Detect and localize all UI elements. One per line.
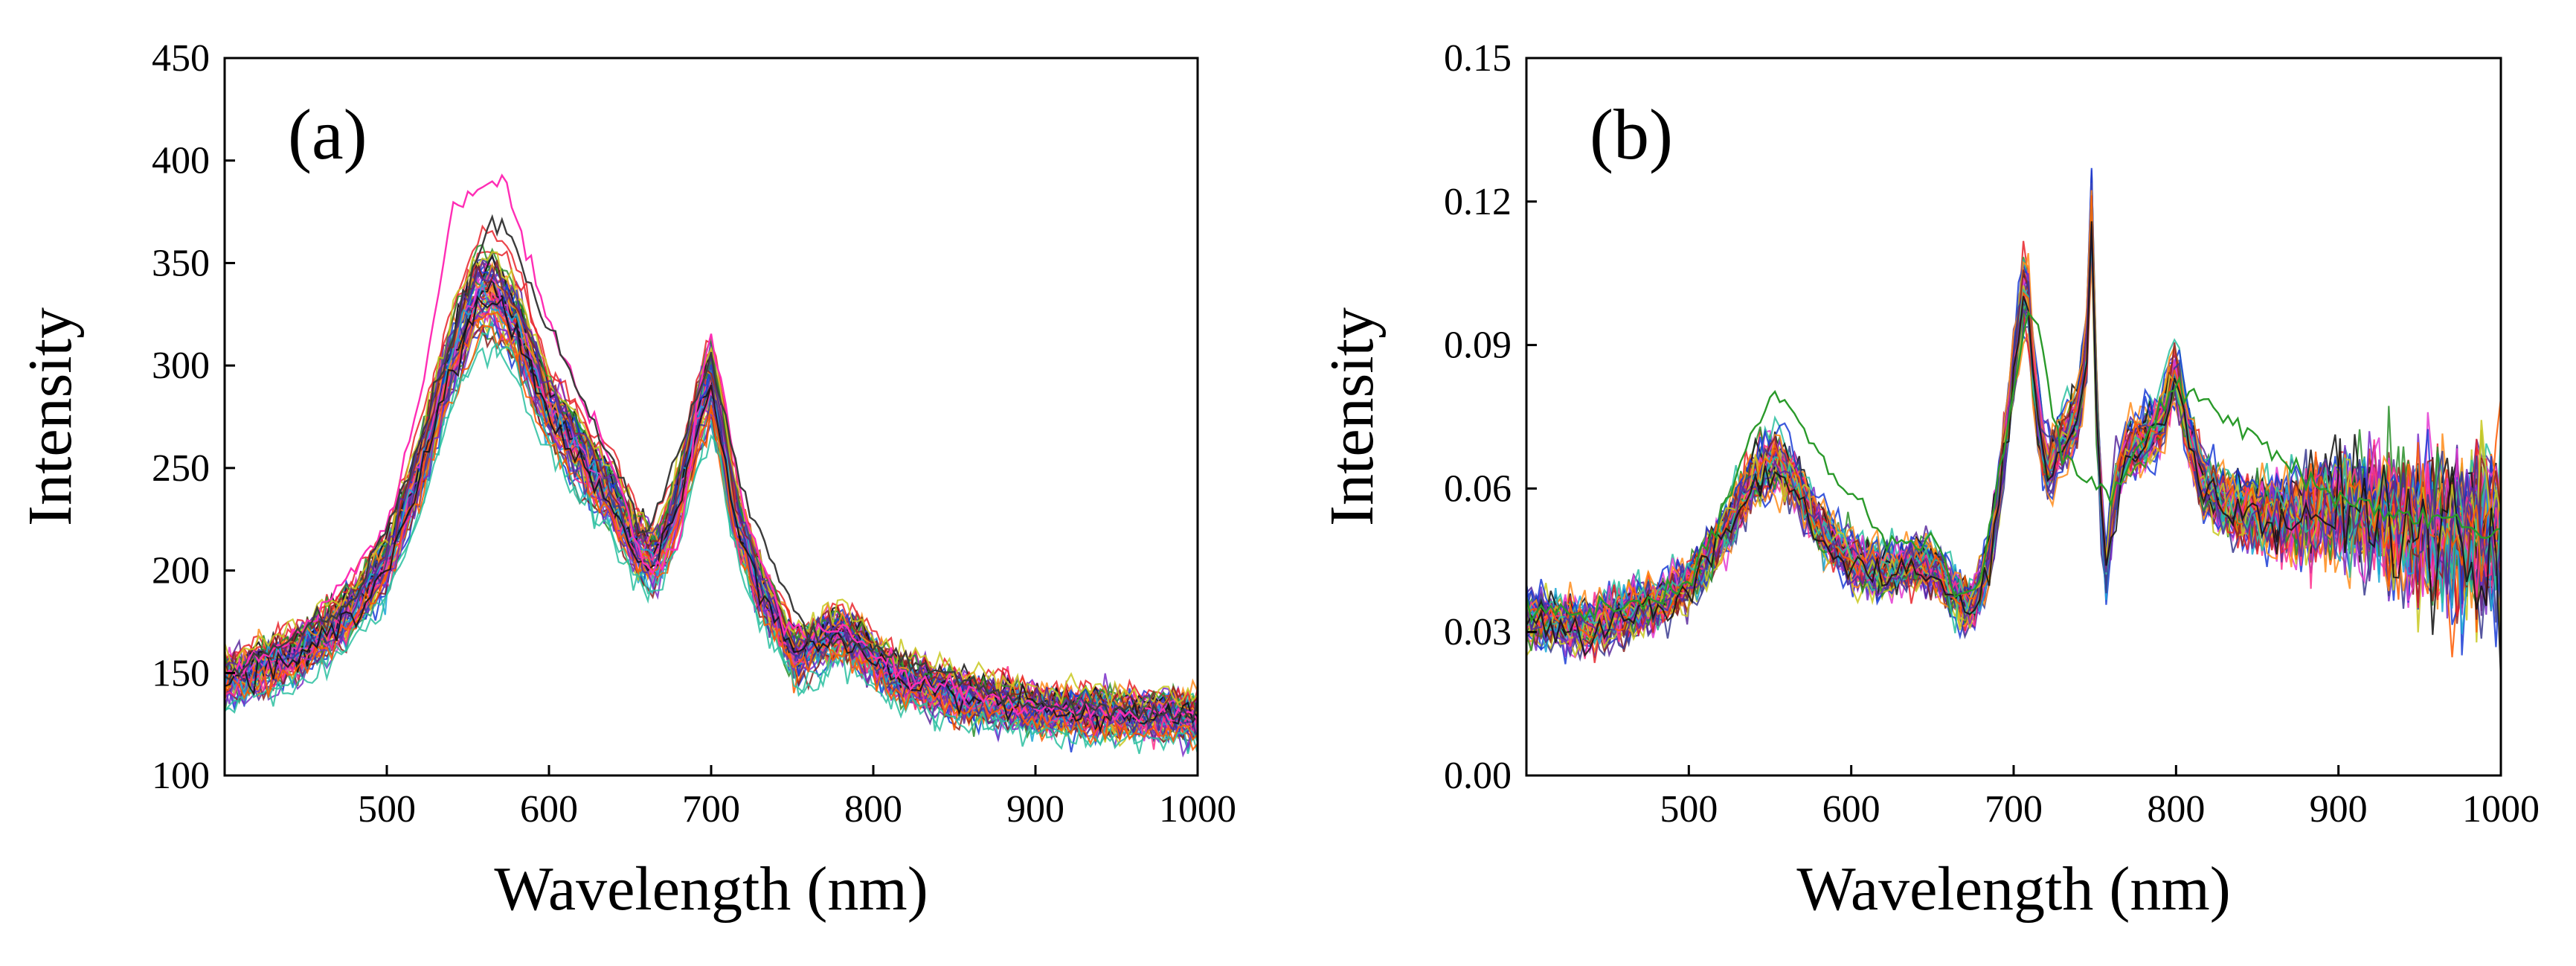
- y-tick-label: 450: [152, 37, 210, 80]
- y-tick-label: 150: [152, 652, 210, 694]
- x-axis-title: Wavelength (nm): [494, 854, 928, 924]
- spectrum-line-20: [225, 261, 1198, 714]
- x-tick-label: 900: [1006, 788, 1064, 831]
- x-tick-label: 600: [520, 788, 578, 831]
- x-tick-label: 1000: [1159, 788, 1236, 831]
- outlier-spectrum-line-1: [1526, 310, 2501, 623]
- y-tick-label: 300: [152, 345, 210, 387]
- spectrum-line-60: [225, 295, 1198, 733]
- y-tick-label: 0.12: [1444, 181, 1512, 223]
- spectrum-line-57: [225, 342, 1198, 755]
- spectrum-line-1: [225, 224, 1198, 731]
- panel-a: 500 600 700 800 900 1000 100 150 200 250 300 350 400…: [16, 37, 1236, 924]
- spectrum-line-54: [1526, 207, 2501, 647]
- spectrum-line-14: [225, 260, 1198, 723]
- spectrum-line-49: [225, 243, 1198, 725]
- x-axis-title: Wavelength (nm): [1796, 854, 2230, 924]
- outlier-spectrum-line-1: [225, 173, 1198, 723]
- panel-label: (b): [1590, 95, 1673, 174]
- x-tick-label: 700: [1985, 788, 2043, 831]
- spectrum-line-46: [225, 250, 1198, 713]
- spectrum-line-30: [225, 252, 1198, 727]
- spectrum-line-53: [225, 260, 1198, 728]
- y-tick-label: 400: [152, 140, 210, 182]
- x-tick-label: 700: [682, 788, 740, 831]
- x-tick-label: 800: [2147, 788, 2205, 831]
- y-axis-title: Intensity: [16, 307, 85, 526]
- x-tick-label: 900: [2310, 788, 2368, 831]
- spectrum-line-9: [225, 256, 1198, 729]
- y-tick-label: 0.03: [1444, 611, 1512, 653]
- series-group: [225, 173, 1198, 758]
- x-tick-label: 500: [358, 788, 416, 831]
- y-tick-label: 0.15: [1444, 37, 1512, 80]
- y-tick-label: 0.06: [1444, 467, 1512, 510]
- x-tick-label: 600: [1822, 788, 1880, 831]
- y-axis-title: Intensity: [1317, 307, 1387, 526]
- y-tick-label: 200: [152, 550, 210, 592]
- y-tick-label: 250: [152, 447, 210, 490]
- outlier-spectrum-line-2: [225, 214, 1198, 725]
- spectrum-line-58: [225, 311, 1198, 746]
- series-group: [1526, 167, 2501, 679]
- spectrum-line-53: [1526, 204, 2501, 645]
- spectrum-line-18: [225, 260, 1198, 725]
- panel-b: 500 600 700 800 900 1000 0.00 0.03 0.06 0.09 0.12 0…: [1317, 37, 2540, 924]
- y-tick-label: 100: [152, 755, 210, 797]
- spectrum-line-50: [225, 260, 1198, 722]
- y-tick-label: 350: [152, 242, 210, 284]
- y-tick-label: 0.00: [1444, 755, 1512, 797]
- panel-label: (a): [288, 95, 367, 174]
- x-tick-label: 500: [1660, 788, 1718, 831]
- x-tick-label: 1000: [2462, 788, 2540, 831]
- spectrum-line-2: [225, 259, 1198, 721]
- spectrum-line-55: [225, 298, 1198, 741]
- spectrum-line-25: [225, 256, 1198, 724]
- y-tick-label: 0.09: [1444, 324, 1512, 367]
- spectrum-line-56: [225, 251, 1198, 708]
- spectrum-line-60: [1526, 221, 2501, 679]
- x-tick-label: 800: [844, 788, 902, 831]
- spectrum-line-29: [225, 258, 1198, 727]
